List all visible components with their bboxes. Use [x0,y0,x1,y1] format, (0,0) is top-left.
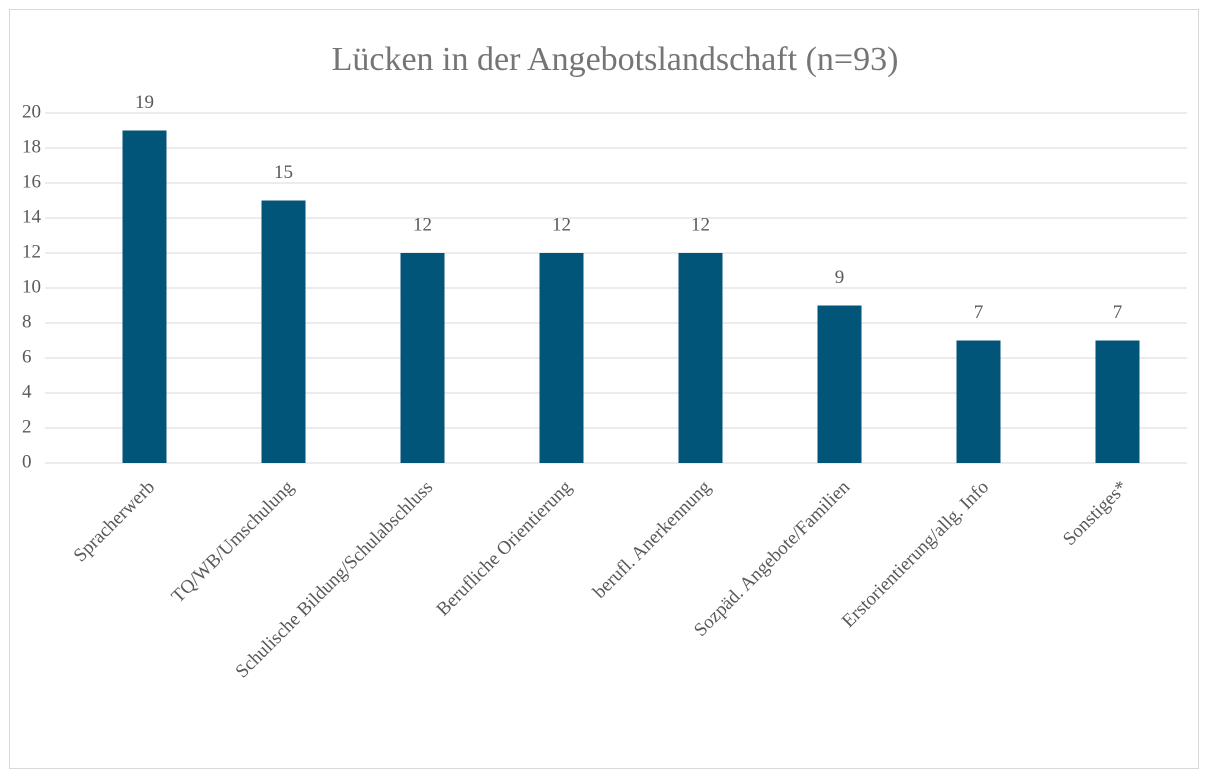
y-tick-label: 8 [22,311,32,332]
y-tick-label: 4 [22,381,32,402]
y-tick-label: 6 [22,346,32,367]
y-tick-label: 16 [22,171,41,192]
y-tick-label: 10 [22,276,41,297]
data-label: 19 [135,92,154,113]
y-tick-label: 14 [22,206,42,227]
data-label: 12 [413,214,432,235]
data-label: 9 [835,267,845,288]
bar [817,305,862,463]
y-tick-label: 2 [22,416,32,437]
data-label: 12 [552,214,571,235]
bar [956,340,1001,463]
chart-title: Lücken in der Angebotslandschaft (n=93) [332,41,899,78]
y-tick-label: 0 [22,451,32,472]
bar [678,253,723,463]
y-tick-label: 20 [22,101,41,122]
y-tick-label: 12 [22,241,41,262]
data-label: 15 [274,162,293,183]
data-label: 12 [691,214,710,235]
bar [539,253,584,463]
data-label: 7 [1113,302,1123,323]
bar [122,130,167,463]
bar [400,253,445,463]
chart-border [9,9,1199,769]
bar [1095,340,1140,463]
y-tick-label: 18 [22,136,41,157]
bar [261,200,306,463]
data-label: 7 [974,302,984,323]
